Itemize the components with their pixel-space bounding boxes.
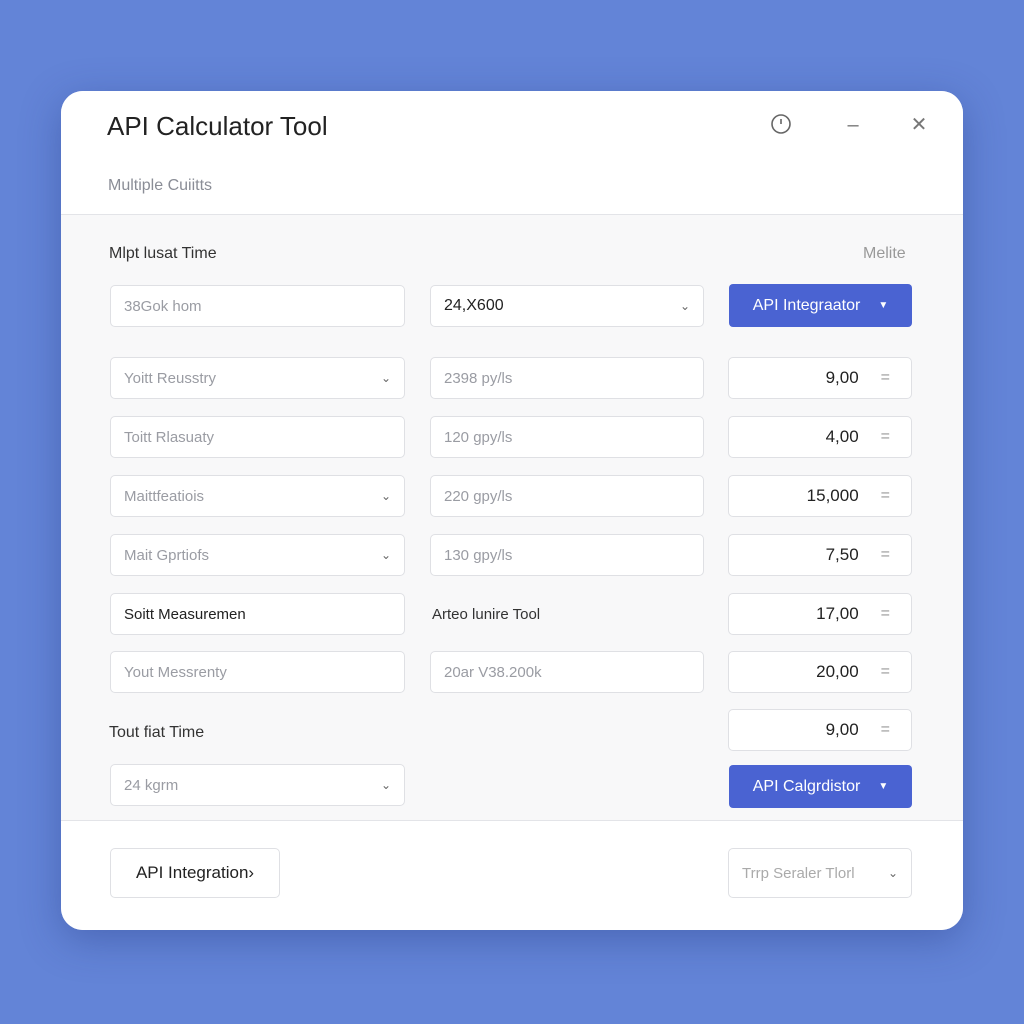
equals-icon: = [880,663,890,680]
api-integration-button[interactable]: API Integration› [110,848,280,898]
row-rate-text: 130 gpy/ls [444,546,513,564]
row-rate-text: 20ar V38.200k [444,663,542,681]
row-field[interactable]: Soitt Measuremen [110,593,405,635]
row-value: 20,00 = [728,651,912,693]
calculator-window: API Calculator Tool Multiple Cuiitts – ✕… [61,91,963,930]
chevron-down-icon: ⌄ [380,778,391,792]
row-rate-input[interactable]: 120 gpy/ls [430,416,704,458]
row-field-text: Maittfeatiois [124,487,205,505]
total-unit-select[interactable]: 24 kgrm ⌄ [110,764,405,806]
row-rate-text: 220 gpy/ls [444,487,513,505]
section-label: Mlpt lusat Time [109,245,217,262]
row-field[interactable]: Maittfeatiois ⌄ [110,475,405,517]
equals-icon: = [880,605,890,622]
top-select[interactable]: 24,X600 ⌄ [430,285,704,327]
row-value: 15,000 = [728,475,912,517]
section-right-label: Melite [863,245,906,262]
row-field[interactable]: Yout Messrenty [110,651,405,693]
chevron-down-icon: ⌄ [380,371,391,385]
info-icon[interactable] [769,113,793,137]
row-rate-text: 120 gpy/ls [444,428,513,446]
equals-icon: = [880,428,890,445]
total-value-text: 9,00 [825,720,859,739]
equals-icon: = [880,721,890,738]
row-value: 17,00 = [728,593,912,635]
top-input[interactable]: 38Gok hom [110,285,405,327]
row-rate-input[interactable]: 130 gpy/ls [430,534,704,576]
row-field-text: Mait Gprtiofs [124,546,210,564]
equals-icon: = [880,487,890,504]
total-unit-placeholder: 24 kgrm [124,776,179,794]
equals-icon: = [880,369,890,386]
minimize-icon[interactable]: – [847,114,859,136]
close-icon[interactable]: ✕ [910,114,928,136]
row-rate-input[interactable]: 220 gpy/ls [430,475,704,517]
footer-select[interactable]: Trrp Seraler Tlorl ⌄ [728,848,912,898]
row-rate-input[interactable]: 20ar V38.200k [430,651,704,693]
caret-down-icon: ▼ [878,300,889,311]
chevron-down-icon: ⌄ [380,548,391,562]
row-rate-label: Arteo lunire Tool [432,606,541,623]
row-field-text: Yoitt Reusstry [124,369,216,387]
row-value-text: 4,00 [825,427,859,446]
row-rate-text: 2398 py/ls [444,369,513,387]
row-field[interactable]: Toitt Rlasuaty [110,416,405,458]
row-field[interactable]: Mait Gprtiofs ⌄ [110,534,405,576]
window-footer: API Integration› Trrp Seraler Tlorl ⌄ [61,820,963,930]
api-integrator-label: API Integraator [752,296,861,314]
row-field-text: Yout Messrenty [124,663,227,681]
row-field-text: Toitt Rlasuaty [124,428,215,446]
api-integrator-button[interactable]: API Integraator ▼ [729,284,912,327]
footer-select-value: Trrp Seraler Tlorl [742,864,855,882]
api-integration-label: API Integration› [135,863,255,882]
api-calculator-button[interactable]: API Calgrdistor ▼ [729,765,912,808]
row-value-text: 15,000 [806,486,859,505]
top-select-value: 24,X600 [444,297,504,314]
chevron-down-icon: ⌄ [380,489,391,503]
row-value-text: 20,00 [816,662,859,681]
caret-down-icon: ▼ [878,781,889,792]
row-field[interactable]: Yoitt Reusstry ⌄ [110,357,405,399]
api-calculator-label: API Calgrdistor [752,777,861,795]
row-value: 4,00 = [728,416,912,458]
window-title: API Calculator Tool [107,111,328,141]
row-value: 7,50 = [728,534,912,576]
row-field-text: Soitt Measuremen [124,605,246,623]
row-value-text: 9,00 [825,368,859,387]
total-label: Tout fiat Time [109,724,205,741]
total-value: 9,00 = [728,709,912,751]
chevron-down-icon: ⌄ [887,866,898,880]
row-value-text: 7,50 [825,545,859,564]
row-value: 9,00 = [728,357,912,399]
window-header: API Calculator Tool Multiple Cuiitts – ✕ [61,91,963,215]
window-subtitle: Multiple Cuiitts [108,177,213,194]
row-value-text: 17,00 [816,604,859,623]
equals-icon: = [880,546,890,563]
row-rate-input[interactable]: 2398 py/ls [430,357,704,399]
chevron-down-icon: ⌄ [679,299,690,313]
top-input-placeholder: 38Gok hom [124,297,202,315]
